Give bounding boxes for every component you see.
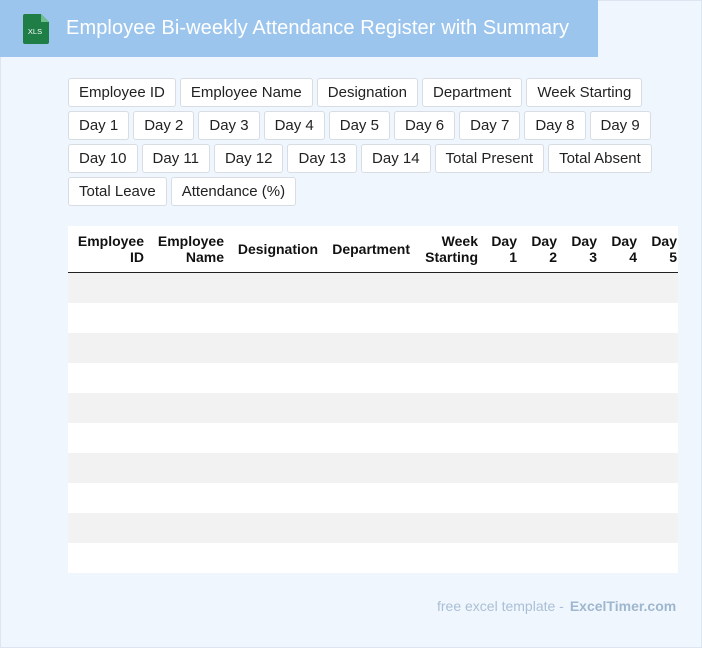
field-chip: Day 4 bbox=[263, 111, 325, 140]
column-header-line: Day bbox=[571, 233, 597, 249]
column-header-line: 4 bbox=[629, 249, 637, 265]
column-header: Day 5 bbox=[651, 233, 677, 265]
header-banner: XLS Employee Bi-weekly Attendance Regist… bbox=[0, 0, 598, 57]
column-header-line: 2 bbox=[549, 249, 557, 265]
table-row bbox=[68, 423, 678, 453]
field-chip: Day 14 bbox=[361, 144, 431, 173]
column-header: Day 2 bbox=[531, 233, 557, 265]
column-header: Day 3 bbox=[571, 233, 597, 265]
field-chip: Employee Name bbox=[179, 78, 313, 107]
column-header: Day 1 bbox=[491, 233, 517, 265]
table-row bbox=[68, 453, 678, 483]
column-header-line: 1 bbox=[509, 249, 517, 265]
field-chip: Day 8 bbox=[524, 111, 586, 140]
attendance-table: Employee ID Employee Name Designation Departm… bbox=[68, 226, 678, 573]
column-header: Designation bbox=[237, 241, 318, 257]
field-chip: Day 6 bbox=[393, 111, 456, 140]
table-row bbox=[68, 513, 678, 543]
table-row bbox=[68, 333, 678, 363]
column-header-line: Starting bbox=[425, 249, 478, 265]
xls-file-icon: XLS bbox=[23, 14, 49, 44]
column-header-line: Week bbox=[441, 233, 478, 249]
column-header-line: Day bbox=[651, 233, 677, 249]
field-chip: Total Leave bbox=[68, 177, 167, 206]
column-header: Day 4 bbox=[611, 233, 637, 265]
column-header-line: Day bbox=[491, 233, 517, 249]
table-row bbox=[68, 303, 678, 333]
field-chip: Employee ID bbox=[68, 78, 176, 107]
field-chip: Day 7 bbox=[459, 111, 521, 140]
field-chip: Designation bbox=[316, 78, 418, 107]
field-chip: Day 1 bbox=[68, 111, 130, 140]
column-header-line: Day bbox=[611, 233, 637, 249]
field-list: Employee ID Employee Name Designation Depar… bbox=[68, 78, 698, 206]
field-chip: Department bbox=[421, 78, 523, 107]
field-chip: Week Starting bbox=[526, 78, 643, 107]
table-row bbox=[68, 543, 678, 573]
column-header-line: 3 bbox=[589, 249, 597, 265]
column-header-line: ID bbox=[130, 249, 144, 265]
column-header-line: Day bbox=[531, 233, 557, 249]
xls-icon-label: XLS bbox=[28, 27, 42, 36]
footer-brand-link[interactable]: ExcelTimer.com bbox=[569, 598, 677, 614]
column-header: Employee Name bbox=[158, 233, 224, 265]
field-chip: Attendance (%) bbox=[170, 177, 297, 206]
table-row bbox=[68, 393, 678, 423]
field-chip: Total Absent bbox=[548, 144, 652, 173]
field-chip: Day 13 bbox=[287, 144, 358, 173]
field-chip: Day 5 bbox=[328, 111, 390, 140]
field-chip: Day 11 bbox=[141, 144, 210, 173]
column-header-line: Employee bbox=[77, 233, 144, 249]
column-header: Week Starting bbox=[425, 233, 478, 265]
column-header-line: Employee bbox=[157, 233, 224, 249]
table-row bbox=[68, 273, 678, 303]
column-header: Employee ID bbox=[78, 233, 144, 265]
footer-lead: free excel template - bbox=[437, 598, 564, 614]
field-chip: Day 3 bbox=[198, 111, 260, 140]
table-row bbox=[68, 363, 678, 393]
field-chip: Day 9 bbox=[589, 111, 651, 140]
column-header-line: Name bbox=[185, 249, 224, 265]
field-chip: Day 10 bbox=[68, 144, 138, 173]
table-header: Employee ID Employee Name Designation Departm… bbox=[68, 226, 678, 273]
footer-credit: free excel template - ExcelTimer.com bbox=[437, 598, 676, 614]
column-header-line: 5 bbox=[669, 249, 677, 265]
field-chip: Day 12 bbox=[213, 144, 284, 173]
field-chip: Day 2 bbox=[133, 111, 195, 140]
field-chip: Total Present bbox=[434, 144, 545, 173]
table-row bbox=[68, 483, 678, 513]
column-header: Department bbox=[332, 241, 410, 257]
page-title: Employee Bi-weekly Attendance Register w… bbox=[66, 17, 570, 39]
